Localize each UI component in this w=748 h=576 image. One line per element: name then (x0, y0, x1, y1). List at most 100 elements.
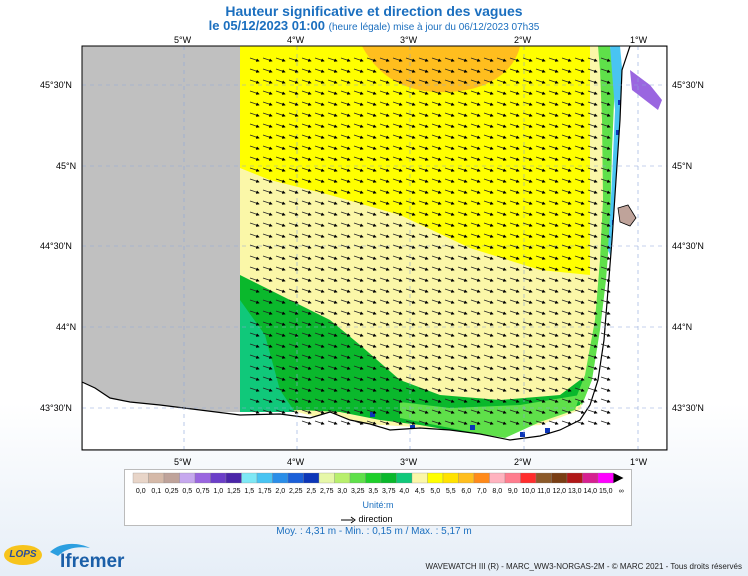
direction-arrow (600, 101, 611, 106)
direction-arrow (496, 277, 507, 282)
direction-arrow (587, 233, 598, 238)
direction-arrow (509, 398, 520, 403)
direction-arrow (249, 189, 260, 194)
direction-arrow (418, 167, 429, 172)
direction-arrow (379, 343, 390, 348)
direction-arrow (483, 354, 494, 359)
direction-arrow (418, 79, 429, 84)
direction-arrow (314, 189, 325, 194)
direction-arrow (483, 167, 494, 172)
direction-arrow (522, 409, 533, 414)
direction-arrow (509, 299, 520, 304)
direction-arrow (574, 68, 585, 73)
direction-arrow (470, 277, 481, 282)
direction-arrow (418, 365, 429, 370)
direction-arrow (535, 156, 546, 161)
direction-arrow (327, 101, 338, 106)
direction-arrow (379, 332, 390, 337)
direction-arrow (405, 90, 416, 95)
direction-arrow (340, 387, 351, 392)
direction-arrow (548, 409, 559, 414)
direction-arrow (561, 189, 572, 194)
direction-arrow (366, 343, 377, 348)
direction-arrow (470, 123, 481, 128)
direction-arrow (600, 211, 611, 216)
direction-arrow (340, 90, 351, 95)
direction-arrow (600, 178, 611, 183)
direction-arrow (288, 277, 299, 282)
direction-arrow (288, 398, 299, 403)
direction-arrow (275, 376, 286, 381)
direction-arrow (535, 343, 546, 348)
direction-arrow (366, 200, 377, 205)
land-mass (82, 46, 667, 450)
direction-arrow (522, 321, 533, 326)
direction-arrow (535, 145, 546, 150)
direction-arrow (340, 277, 351, 282)
direction-arrow (353, 387, 364, 392)
direction-arrow (522, 189, 533, 194)
direction-arrow (470, 255, 481, 260)
legend-swatch (427, 472, 444, 484)
legend-swatch (163, 472, 180, 484)
legend-swatch (303, 472, 320, 484)
direction-arrow (444, 145, 455, 150)
direction-arrow (470, 332, 481, 337)
direction-arrow (353, 178, 364, 183)
direction-arrow (457, 332, 468, 337)
direction-arrow (366, 57, 377, 62)
direction-arrow (548, 354, 559, 359)
direction-arrow (496, 112, 507, 117)
direction-arrow (535, 101, 546, 106)
direction-arrow (366, 321, 377, 326)
direction-arrow (509, 167, 520, 172)
direction-arrow (366, 112, 377, 117)
direction-arrow (301, 387, 312, 392)
direction-arrow (392, 222, 403, 227)
direction-arrow (496, 57, 507, 62)
direction-arrow (353, 200, 364, 205)
legend-swatch (566, 472, 583, 484)
direction-arrow (275, 409, 286, 414)
legend-label: 11,0 (537, 488, 550, 495)
map-title: Hauteur significative et direction des v… (225, 3, 523, 19)
direction-arrow (405, 266, 416, 271)
direction-arrow (379, 321, 390, 326)
coastal-waves-2m (608, 46, 624, 260)
direction-arrow (535, 189, 546, 194)
direction-arrow (314, 332, 325, 337)
direction-arrow (483, 145, 494, 150)
direction-arrow (574, 332, 585, 337)
direction-arrow (392, 167, 403, 172)
direction-arrow (470, 145, 481, 150)
direction-arrow (353, 189, 364, 194)
lon-label: 3°W (400, 35, 418, 45)
direction-arrow (496, 68, 507, 73)
direction-arrow (470, 354, 481, 359)
direction-arrow (535, 167, 546, 172)
direction-arrow (340, 189, 351, 194)
direction-arrow (574, 354, 585, 359)
direction-arrow (249, 79, 260, 84)
direction-arrow (444, 376, 455, 381)
direction-arrow (535, 123, 546, 128)
direction-arrow (483, 409, 494, 414)
direction-arrow (366, 409, 377, 414)
direction-arrow (340, 112, 351, 117)
direction-arrow (535, 57, 546, 62)
direction-arrow (379, 244, 390, 249)
direction-arrow (262, 189, 273, 194)
direction-arrow (262, 233, 273, 238)
direction-arrow (392, 277, 403, 282)
direction-arrow (405, 255, 416, 260)
lon-label: 4°W (287, 35, 305, 45)
direction-arrow (249, 376, 260, 381)
lon-label: 1°W (630, 35, 648, 45)
direction-arrow (509, 134, 520, 139)
direction-arrow (314, 288, 325, 293)
direction-arrow (470, 343, 481, 348)
direction-arrow (470, 189, 481, 194)
direction-arrow (587, 354, 598, 359)
direction-arrow (444, 134, 455, 139)
direction-arrow (587, 420, 598, 425)
